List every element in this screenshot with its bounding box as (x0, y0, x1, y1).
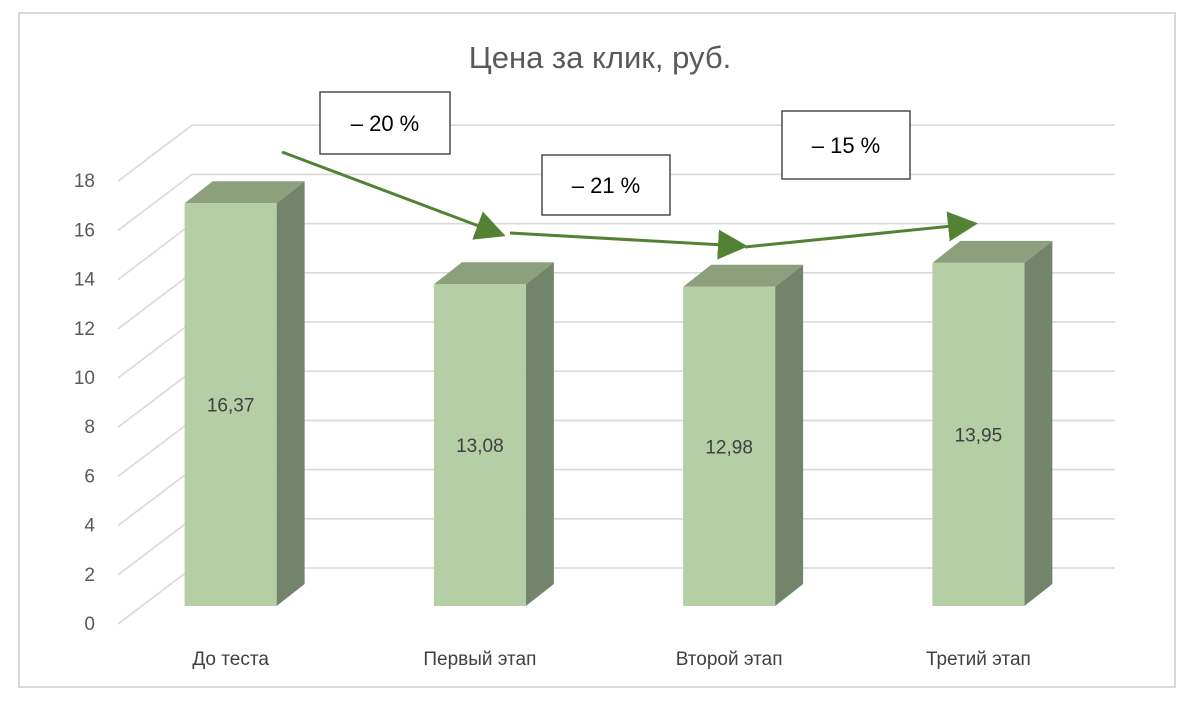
y-tick-label: 18 (74, 171, 95, 192)
bar (683, 286, 776, 606)
bar-data-label: 13,95 (955, 425, 1003, 446)
bar-side (1024, 240, 1053, 606)
trend-arrow (509, 229, 748, 260)
x-category-label: До теста (192, 649, 269, 670)
bar-top (683, 264, 804, 287)
x-category-label: Второй этап (676, 649, 783, 670)
trend-arrow (281, 150, 506, 240)
bar-data-label: 12,98 (705, 437, 753, 458)
chart-title: Цена за клик, руб. (469, 40, 731, 75)
y-tick-label: 6 (84, 466, 95, 487)
bar-data-label: 16,37 (207, 396, 255, 417)
bar-side (525, 262, 554, 606)
y-axis-ticks: 0 2 4 6 8 10 12 14 16 18 (74, 171, 96, 635)
annotations-layer: – 20 % – 21 % – 15 % (281, 91, 978, 260)
bar-side (276, 181, 305, 606)
y-tick-label: 8 (84, 417, 95, 438)
y-tick-label: 12 (74, 319, 95, 340)
chart-frame: Цена за клик, руб. 0 2 4 6 8 10 12 14 16 18 16,37… (18, 12, 1176, 688)
bar (433, 284, 526, 606)
x-category-label: Третий этап (926, 649, 1031, 670)
y-tick-label: 10 (74, 368, 95, 389)
x-axis-categories: До теста Первый этап Второй этап Третий эта… (192, 649, 1030, 670)
bar-data-label: 13,08 (456, 436, 504, 457)
bar (932, 262, 1025, 606)
annotation-text: – 21 % (572, 173, 641, 198)
y-tick-label: 4 (84, 516, 95, 537)
annotation-text: – 20 % (351, 111, 420, 136)
y-tick-label: 2 (84, 565, 95, 586)
bar-top (932, 240, 1053, 263)
trend-arrow (744, 211, 978, 249)
bar (184, 203, 277, 606)
annotation-box (541, 154, 671, 216)
bar-side (775, 264, 804, 606)
x-category-label: Первый этап (423, 649, 536, 670)
bar-top (184, 181, 305, 204)
y-tick-label: 14 (74, 270, 96, 291)
bars-layer: 16,37 13,08 12,98 13,95 (184, 181, 1053, 606)
bar-top (433, 262, 554, 285)
annotation-box (781, 110, 911, 180)
y-tick-label: 16 (74, 220, 95, 241)
annotation-text: – 15 % (812, 133, 881, 158)
chart-canvas: Цена за клик, руб. 0 2 4 6 8 10 12 14 16 18 16,37… (74, 40, 1115, 670)
annotation-box (319, 91, 451, 155)
y-tick-label: 0 (84, 614, 95, 635)
